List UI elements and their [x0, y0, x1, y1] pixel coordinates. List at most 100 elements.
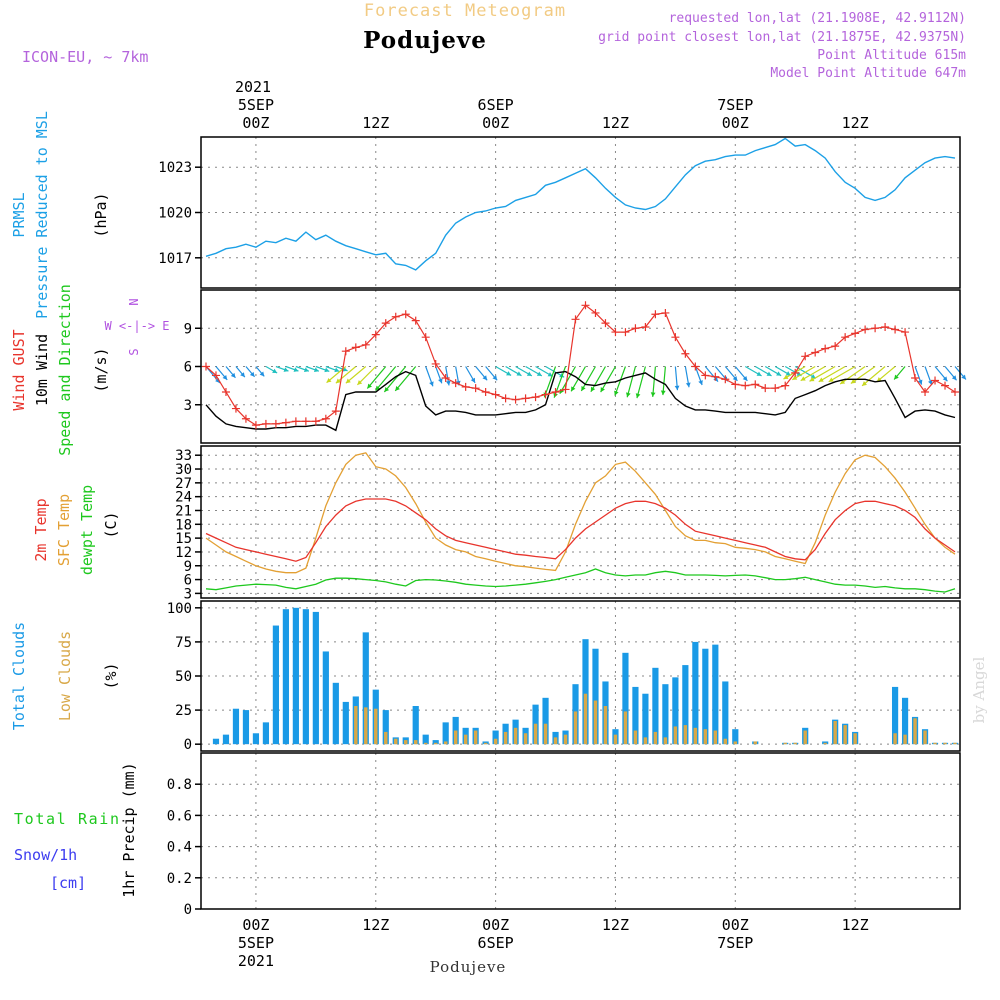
- total-cloud-bar: [382, 710, 389, 745]
- wind-arrow-shaft: [861, 366, 886, 387]
- wind-direction-arrow: [295, 365, 310, 372]
- total-cloud-bar: [302, 609, 309, 745]
- low-cloud-bar: [803, 730, 807, 745]
- wind-arrow-head: [303, 367, 309, 372]
- low-cloud-bar: [513, 727, 518, 745]
- wind-direction-arrow: [545, 365, 565, 378]
- wind-panel: 3 6 9: [184, 289, 967, 444]
- wind-arrow-shaft: [600, 366, 616, 393]
- gust-marker: [911, 373, 920, 382]
- wind-arrow-shaft: [850, 366, 876, 384]
- wind-arrow-shaft: [394, 366, 417, 392]
- wind-arrow-head: [326, 377, 332, 383]
- wind-direction-arrow: [724, 366, 738, 382]
- wind-legend-gust: Wind GUST: [10, 329, 28, 410]
- compass-north: N: [127, 298, 141, 305]
- wind-direction-arrow: [774, 365, 792, 376]
- low-cloud-bar: [523, 733, 528, 745]
- y-tick-label: 75: [175, 635, 192, 651]
- wind-arrow-shaft: [590, 366, 606, 393]
- wind-arrow-shaft: [818, 365, 846, 383]
- y-tick-label: 24: [175, 490, 192, 506]
- wind-arrow-head: [894, 374, 899, 380]
- wind-direction-arrow: [674, 366, 680, 391]
- gust-marker: [311, 417, 320, 426]
- wind-arrow-head: [590, 386, 596, 392]
- gust-marker: [611, 328, 620, 337]
- wind-direction-arrow: [734, 366, 748, 382]
- gust-marker: [711, 372, 720, 381]
- gust-marker: [811, 348, 820, 357]
- bottom-date-label: 6SEP: [478, 934, 514, 952]
- wind-arrow-head: [283, 367, 289, 372]
- y-tick-label: 1017: [158, 251, 192, 267]
- wind-arrow-head: [367, 383, 372, 389]
- wind-arrow-head: [429, 381, 434, 387]
- wind-arrow-head: [732, 375, 738, 381]
- bottom-hour-label: 00Z: [242, 916, 269, 934]
- total-cloud-bar: [592, 648, 599, 745]
- wind-arrow-head: [334, 367, 340, 373]
- precip-ylabel: 1hr Precip (mm): [120, 762, 138, 897]
- wind-direction-arrow: [394, 366, 417, 392]
- gust-marker: [601, 319, 610, 328]
- temp-ylabel: (C): [102, 511, 120, 538]
- total-cloud-bar: [662, 684, 669, 745]
- gust-marker: [291, 417, 300, 426]
- temp-legend-sfc: SFC Temp: [55, 494, 73, 566]
- wind-direction-arrow: [861, 366, 886, 387]
- low-cloud-bar: [374, 708, 378, 745]
- gust-marker: [781, 381, 790, 390]
- wind-direction-arrow: [791, 365, 816, 381]
- total-cloud-bar: [672, 677, 679, 745]
- total-cloud-bar: [702, 648, 709, 745]
- bottom-hour-label: 12Z: [362, 916, 389, 934]
- wind-direction-arrow: [754, 365, 772, 377]
- wind-arrow-head: [249, 371, 255, 377]
- pressure-legend-prmsl: PRMSL: [10, 192, 28, 237]
- bottom-hour-label: 12Z: [602, 916, 629, 934]
- gust-marker: [661, 308, 670, 317]
- gust-marker: [241, 414, 250, 423]
- grid-point-coordinates: grid point closest lon,lat (21.1875E, 42…: [598, 30, 966, 45]
- gust-marker: [641, 322, 650, 331]
- gust-marker: [251, 421, 260, 430]
- total-cloud-bar: [292, 607, 299, 745]
- total-cloud-bar: [222, 734, 230, 745]
- gust-marker: [621, 328, 630, 337]
- bottom-year-label: 2021: [238, 952, 274, 970]
- y-tick-label: 9: [184, 321, 192, 337]
- wind-direction-arrow: [356, 366, 377, 386]
- top-hour-label: 00Z: [242, 114, 269, 132]
- wind-arrow-head: [581, 385, 586, 391]
- total-cloud-bar: [692, 641, 699, 745]
- panel-frame: [200, 752, 961, 910]
- y-tick-label: 6: [184, 360, 192, 376]
- low-cloud-bar: [414, 740, 418, 745]
- gust-marker: [731, 380, 740, 389]
- wind-arrow-shaft: [543, 366, 557, 398]
- footer-location: Podujeve: [430, 958, 507, 976]
- y-tick-label: 12: [175, 545, 192, 561]
- wind-direction-arrow: [694, 366, 703, 386]
- wind-speed-series: [205, 370, 956, 432]
- bottom-hour-label: 00Z: [722, 916, 749, 934]
- wind-direction-arrow: [366, 366, 387, 389]
- low-cloud-bar: [953, 742, 957, 745]
- wind-arrow-shaft: [662, 366, 666, 396]
- wind-direction-arrow: [828, 365, 856, 383]
- low-cloud-bar: [593, 700, 598, 745]
- wind-arrow-head: [766, 371, 772, 376]
- gust-marker: [571, 315, 580, 324]
- gust-marker: [231, 404, 240, 413]
- total-cloud-bar: [412, 706, 419, 745]
- y-tick-label: 0.6: [167, 808, 192, 824]
- low-cloud-bar: [553, 737, 558, 745]
- wind-arrow-head: [357, 380, 363, 385]
- wind-arrow-head: [571, 386, 576, 392]
- gust-marker: [511, 395, 520, 404]
- low-cloud-bar: [933, 742, 937, 745]
- gust-marker: [831, 342, 840, 351]
- gust-marker: [871, 324, 880, 333]
- gust-marker: [531, 393, 540, 402]
